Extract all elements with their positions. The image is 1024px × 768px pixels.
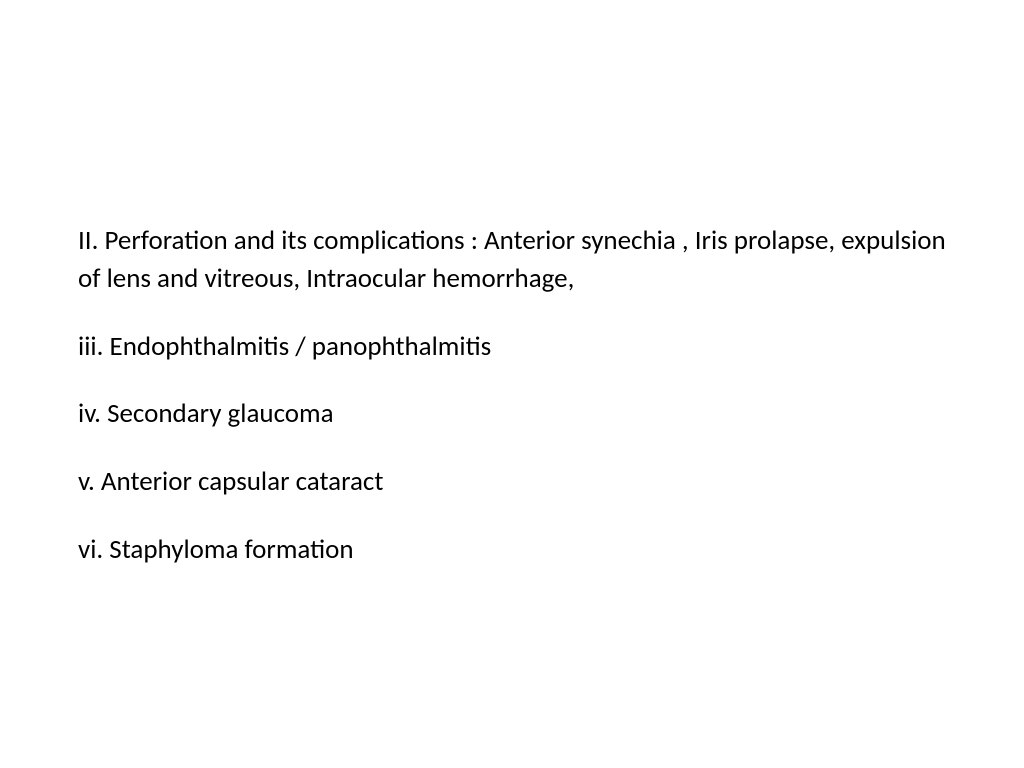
list-item: II. Perforation and its complications : … xyxy=(78,222,946,298)
list-item: iv. Secondary glaucoma xyxy=(78,395,946,433)
list-item: v. Anterior capsular cataract xyxy=(78,463,946,501)
list-item: iii. Endophthalmitis / panophthalmitis xyxy=(78,328,946,366)
list-item: vi. Staphyloma formation xyxy=(78,531,946,569)
document-content: II. Perforation and its complications : … xyxy=(0,0,1024,569)
